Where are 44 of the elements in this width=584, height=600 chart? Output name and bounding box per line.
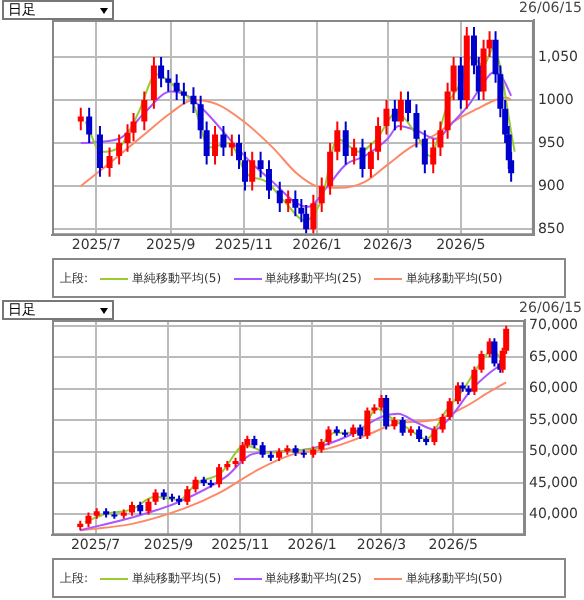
candlestick: [257, 150, 264, 179]
candlestick: [190, 86, 197, 114]
candlestick: [454, 381, 461, 406]
candlestick: [141, 90, 148, 132]
candlestick: [265, 159, 272, 201]
candlestick: [173, 73, 180, 102]
candlestick: [216, 463, 223, 489]
candlestick: [397, 90, 404, 132]
candlestick: [220, 124, 227, 158]
candlestick: [180, 81, 187, 106]
candlestick: [116, 133, 123, 166]
candlestick: [383, 393, 390, 431]
candlestick: [364, 406, 371, 440]
candlestick: [77, 106, 84, 132]
candlestick: [212, 124, 219, 166]
candlestick: [158, 56, 165, 89]
candlestick: [184, 485, 191, 506]
candlestick: [342, 120, 349, 166]
candlestick: [391, 99, 398, 132]
candlestick: [285, 189, 292, 213]
candlestick: [351, 137, 358, 166]
candlestick: [457, 56, 464, 110]
candlestick: [383, 99, 390, 136]
candlestick: [106, 146, 113, 178]
candlestick: [421, 129, 428, 175]
candlestick: [239, 441, 246, 466]
candlestick: [399, 415, 406, 437]
candlestick: [491, 337, 498, 368]
candlestick: [86, 106, 93, 145]
candlestick: [318, 176, 325, 213]
candlestick: [96, 124, 103, 178]
candlestick: [310, 193, 317, 235]
candlestick: [431, 425, 438, 447]
candlestick: [413, 103, 420, 149]
candlestick: [325, 425, 332, 447]
candlestick: [276, 180, 283, 213]
candlestick: [292, 189, 299, 218]
candlestick: [405, 90, 412, 123]
candlestick: [249, 150, 256, 192]
candlestick: [359, 137, 366, 179]
candlestick: [480, 38, 487, 102]
candlestick: [303, 204, 310, 235]
candlestick: [150, 56, 157, 110]
candlestick: [228, 133, 235, 158]
